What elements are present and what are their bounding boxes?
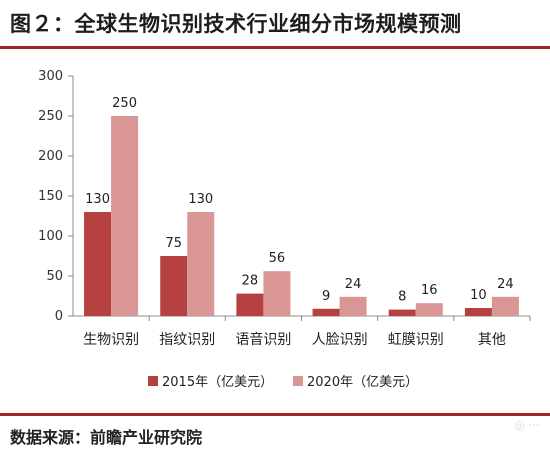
y-tick-label: 50 — [46, 269, 63, 284]
y-tick-label: 100 — [38, 229, 63, 244]
y-tick-label: 250 — [38, 109, 63, 124]
data-label: 9 — [322, 289, 330, 304]
y-tick-label: 150 — [38, 189, 63, 204]
data-label: 8 — [398, 290, 406, 305]
title-block: 图２：全球生物识别技术行业细分市场规模预测 — [0, 0, 550, 48]
page-title: 图２：全球生物识别技术行业细分市场规模预测 — [10, 12, 462, 36]
data-label: 10 — [470, 288, 487, 303]
bar — [263, 271, 291, 316]
bar — [415, 303, 443, 316]
source-note: 数据来源：前瞻产业研究院 — [10, 428, 203, 447]
bar — [84, 212, 112, 316]
data-label: 16 — [421, 283, 438, 298]
bar — [236, 293, 264, 316]
bar — [491, 296, 519, 316]
bar — [339, 296, 367, 316]
bar — [111, 116, 139, 316]
x-tick-label: 人脸识别 — [312, 332, 368, 348]
data-label: 130 — [85, 192, 110, 207]
legend-swatch — [293, 376, 303, 386]
footer-divider — [0, 413, 550, 416]
data-label: 75 — [165, 236, 182, 251]
x-tick-label: 生物识别 — [83, 332, 139, 348]
legend-swatch — [148, 376, 158, 386]
bar-chart: 0 50 100 150 200 250 300 生物识别 130 250 指纹识别 75 130 语音识… — [38, 69, 531, 390]
bar — [388, 309, 416, 316]
y-tick-label: 0 — [55, 309, 63, 324]
x-tick-label: 指纹识别 — [159, 332, 215, 348]
x-tick-label: 其他 — [478, 332, 506, 348]
y-tick-label: 300 — [38, 69, 63, 84]
x-tick-label: 语音识别 — [235, 331, 291, 348]
data-label: 56 — [269, 251, 286, 266]
bar — [187, 212, 215, 316]
data-label: 24 — [497, 277, 514, 292]
bar — [160, 256, 188, 316]
x-tick-label: 虹膜识别 — [388, 332, 444, 348]
legend-label: 2020年（亿美元） — [307, 375, 418, 390]
data-label: 130 — [188, 192, 213, 207]
data-label: 250 — [112, 96, 137, 111]
bar — [464, 308, 492, 316]
data-label: 28 — [242, 274, 259, 289]
data-label: 24 — [345, 277, 362, 292]
watermark-mark: ◎ ··· — [514, 418, 540, 432]
legend-label: 2015年（亿美元） — [162, 375, 273, 390]
y-tick-label: 200 — [38, 149, 63, 164]
chart-area: 0 50 100 150 200 250 300 生物识别 130 250 指纹识别 75 130 语音识… — [0, 50, 550, 410]
title-divider — [0, 46, 550, 49]
bar — [312, 308, 340, 316]
